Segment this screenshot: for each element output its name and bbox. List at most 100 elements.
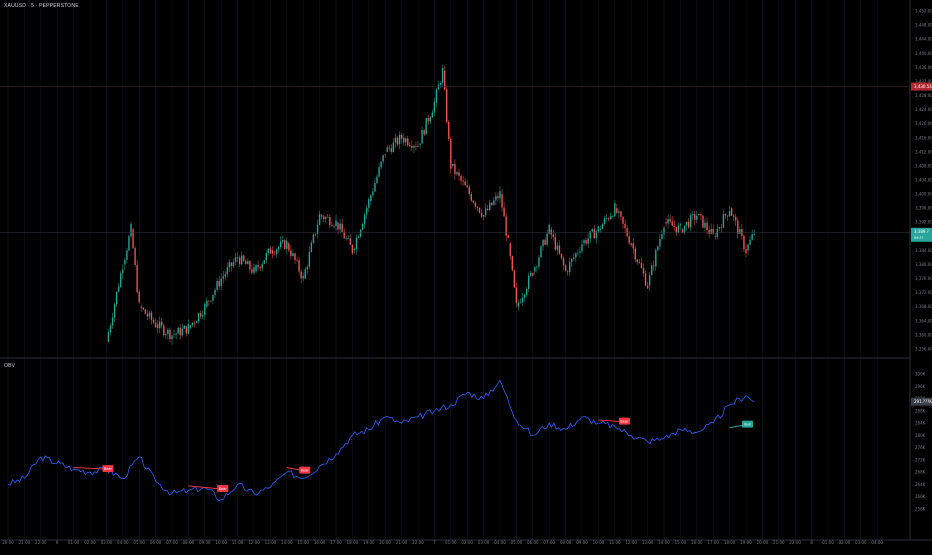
- price-tick-label: 3,396.00: [915, 206, 932, 211]
- candle-body: [607, 218, 610, 220]
- candle-body: [452, 163, 454, 166]
- candle-body: [689, 215, 692, 228]
- candle-body: [704, 222, 706, 228]
- candle-body: [597, 226, 600, 232]
- candle-body: [405, 138, 407, 143]
- candle-body: [632, 243, 634, 249]
- candle-body: [620, 211, 622, 217]
- candle-body: [300, 271, 302, 279]
- candle-body: [357, 236, 360, 238]
- candle-body: [525, 289, 528, 295]
- price-tick-label: 3,364.00: [915, 318, 932, 323]
- candle-body: [156, 324, 159, 329]
- candle-body: [415, 145, 417, 147]
- current-price-label: 3,389.?: [914, 229, 929, 234]
- candle-body: [339, 223, 341, 230]
- candle-body: [113, 304, 116, 318]
- candle-body: [122, 269, 124, 274]
- candle-body: [735, 216, 737, 221]
- time-tick-label: 22:00: [35, 540, 47, 545]
- candle-body: [323, 216, 325, 220]
- candle-body: [382, 155, 384, 162]
- candle-body: [364, 214, 366, 224]
- candle-body: [423, 130, 425, 135]
- candle-body: [115, 291, 118, 305]
- candle-body: [571, 258, 573, 263]
- candle-body: [687, 221, 690, 228]
- time-tick-label: 01:00: [822, 540, 834, 545]
- candle-body: [419, 143, 421, 145]
- candle-body: [433, 101, 436, 113]
- candle-body: [708, 230, 710, 234]
- time-tick-label: 04:00: [494, 540, 506, 545]
- candle-body: [337, 222, 339, 230]
- candle-body: [692, 214, 694, 216]
- divergence-bear-3-label: Bear: [301, 469, 310, 473]
- candle-body: [259, 267, 261, 269]
- candle-body: [247, 261, 249, 265]
- candle-body: [743, 235, 745, 250]
- candle-body: [234, 257, 237, 263]
- time-tick-label: 12:00: [248, 540, 260, 545]
- candle-body: [183, 325, 185, 329]
- candle-body: [644, 273, 647, 286]
- candle-body: [380, 161, 382, 168]
- candle-body: [585, 240, 587, 244]
- candle-body: [454, 163, 456, 175]
- candle-body: [261, 263, 263, 269]
- candle-body: [696, 216, 698, 220]
- time-tick-label: 09:00: [576, 540, 588, 545]
- candle-body: [226, 267, 229, 275]
- candle-body: [501, 194, 503, 208]
- time-tick-label: 04:00: [871, 540, 883, 545]
- time-tick-label: 02:00: [461, 540, 473, 545]
- time-tick-label: 07:00: [543, 540, 555, 545]
- time-tick-label: 01:00: [445, 540, 457, 545]
- candle-body: [335, 220, 337, 226]
- candle-body: [671, 221, 673, 226]
- candle-body: [624, 223, 626, 229]
- candle-body: [718, 227, 721, 229]
- candle-body: [132, 229, 134, 249]
- candle-body: [411, 145, 413, 148]
- candle-body: [210, 300, 212, 302]
- obv-tick-label: 268K: [915, 470, 926, 475]
- candle-body: [388, 147, 390, 149]
- candle-body: [208, 300, 210, 302]
- candle-body: [347, 238, 349, 239]
- candle-body: [521, 297, 524, 303]
- candle-body: [462, 180, 464, 182]
- candle-body: [318, 213, 321, 225]
- candle-body: [255, 265, 257, 272]
- obv-tick-label: 284K: [915, 421, 926, 426]
- symbol-header: XAUUSD · 5 · PEPPERSTONE: [4, 3, 79, 9]
- candle-body: [177, 327, 179, 334]
- candle-body: [441, 67, 444, 83]
- candle-body: [511, 255, 513, 271]
- candle-body: [417, 145, 419, 147]
- candle-body: [638, 262, 641, 263]
- candle-body: [197, 313, 200, 322]
- candle-body: [407, 138, 409, 146]
- candle-body: [458, 172, 460, 176]
- candle-body: [476, 206, 479, 208]
- time-tick-label: 16:00: [691, 540, 703, 545]
- candle-body: [554, 236, 557, 250]
- candle-body: [610, 216, 612, 220]
- candle-body: [480, 212, 483, 217]
- candle-body: [495, 196, 497, 201]
- candle-body: [236, 257, 239, 259]
- candle-body: [648, 275, 651, 286]
- candle-body: [614, 202, 616, 217]
- candle-body: [544, 239, 546, 245]
- candle-body: [456, 172, 458, 175]
- time-tick-label: 13:00: [642, 540, 654, 545]
- candle-body: [390, 148, 393, 153]
- candle-body: [605, 218, 608, 219]
- time-tick-label: 18:00: [724, 540, 736, 545]
- candle-body: [581, 244, 583, 252]
- price-tick-label: 3,428.00: [915, 93, 932, 98]
- candle-body: [310, 242, 313, 252]
